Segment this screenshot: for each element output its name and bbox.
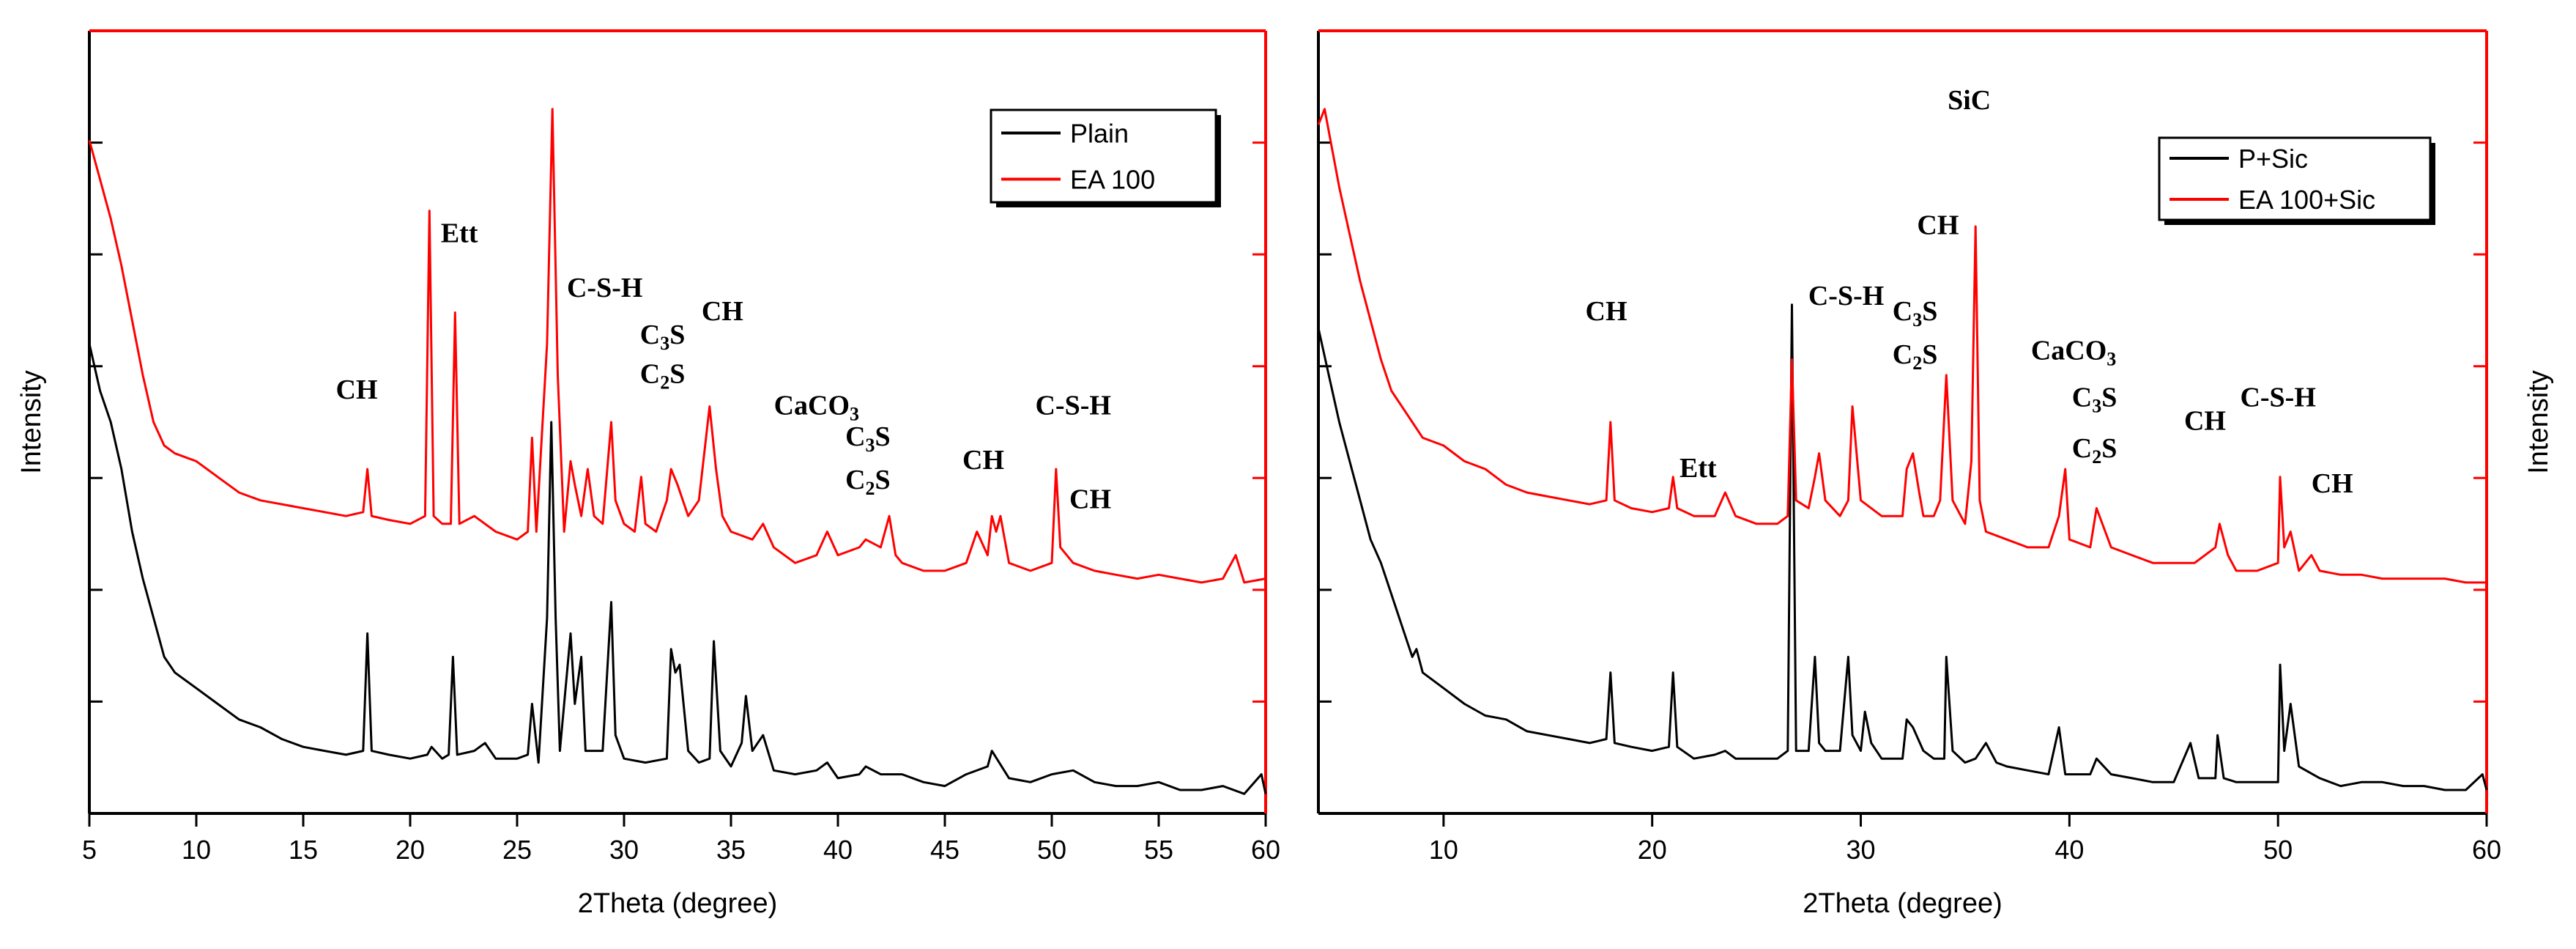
peak-label: CH [962, 445, 1004, 476]
x-tick-label: 30 [609, 835, 639, 865]
peak-label: C3S [2072, 383, 2117, 417]
peak-label: CH [702, 296, 743, 327]
x-tick-label: 40 [823, 835, 853, 865]
peak-label: CH [2312, 468, 2353, 499]
x-tick-label: 45 [930, 835, 959, 865]
left-panel: 5 10 15 20 25 30 35 40 45 50 55 60 2Theta (degree) In… [16, 29, 1280, 919]
legend-box [990, 108, 1217, 204]
peak-label: C2S [845, 465, 891, 499]
x-tick-label: 40 [2055, 835, 2084, 865]
legend: P+Sic EA 100+Sic [2158, 136, 2435, 225]
series-line-ea-100 [88, 108, 1266, 584]
peak-label: CH [1917, 210, 1959, 241]
x-tick-label: 20 [396, 835, 425, 865]
x-tick-label: 50 [2263, 835, 2293, 865]
peak-label: CH [1069, 484, 1111, 514]
x-tick-label: 15 [289, 835, 318, 865]
peak-label: C2S [2072, 433, 2117, 468]
x-tick-label: 50 [1037, 835, 1066, 865]
peak-label: CH [2184, 406, 2226, 437]
x-tick-label: 35 [716, 835, 746, 865]
legend-label: EA 100+Sic [2238, 185, 2375, 215]
peak-label: CaCO3 [774, 390, 859, 424]
x-axis-title: 2Theta (degree) [578, 888, 778, 919]
series-line-p-sic [1317, 303, 2488, 791]
x-tick-label: 25 [502, 835, 532, 865]
peak-label: CH [336, 374, 378, 405]
legend-label: P+Sic [2238, 144, 2308, 174]
x-tick-label: 30 [1846, 835, 1876, 865]
x-tick-label: 10 [182, 835, 211, 865]
peak-label: C2S [640, 359, 686, 394]
peak-label: C2S [1893, 339, 1938, 374]
legend-label: Plain [1070, 119, 1129, 149]
legend-box [2158, 136, 2432, 221]
peak-label: C-S-H [567, 273, 642, 303]
x-tick-label: 55 [1144, 835, 1173, 865]
peak-label: Ett [441, 218, 478, 248]
legend: Plain EA 100 [990, 108, 1221, 207]
x-tick-label: 20 [1638, 835, 1667, 865]
legend-label: EA 100 [1070, 165, 1155, 195]
x-tick-label: 60 [1251, 835, 1280, 865]
series-line-ea-100-sic [1317, 108, 2487, 584]
y-axis-title: Intensity [16, 370, 47, 474]
x-axis-title: 2Theta (degree) [1803, 888, 2002, 919]
peak-label: C-S-H [1808, 281, 1884, 311]
peak-label: C3S [640, 320, 686, 354]
x-tick-label: 60 [2472, 835, 2501, 865]
peak-label: CaCO3 [2031, 336, 2116, 370]
peak-label: C3S [845, 421, 891, 456]
series-line-plain [88, 343, 1267, 795]
peak-label: Ett [1679, 453, 1717, 484]
peak-label: C-S-H [1035, 390, 1110, 421]
x-tick-label: 10 [1429, 835, 1458, 865]
x-tick-label: 5 [82, 835, 97, 865]
peak-label: C-S-H [2240, 383, 2315, 413]
y-axis-title: Intensity [2523, 370, 2554, 474]
peak-label: CH [1586, 296, 1627, 327]
peak-label: C3S [1893, 296, 1938, 331]
peak-label: SiC [1948, 85, 1991, 116]
right-panel: 10 20 30 40 50 60 2Theta (degree) Intensity CH Et… [1317, 29, 2554, 919]
